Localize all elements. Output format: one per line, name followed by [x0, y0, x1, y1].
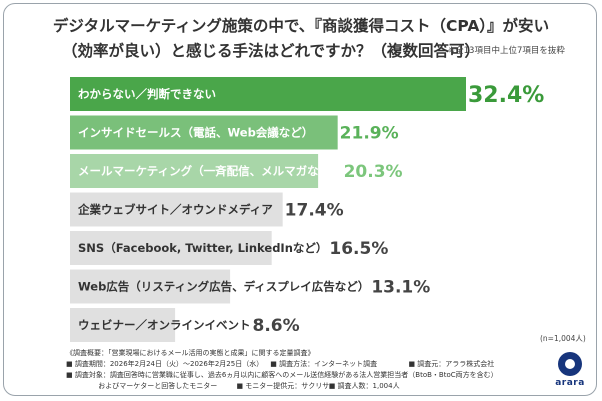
- bar-label-3: メールマーケティング（一斉配信、メルマガなど）: [78, 164, 342, 178]
- bar-value-2: 21.9%: [340, 124, 399, 144]
- footer-period: ■ 調査期間：2026年2月24日（火）〜2026年2月25日（水）: [66, 360, 264, 368]
- bar-value-4: 17.4%: [285, 201, 344, 221]
- bar-label-1: わからない／判断できない: [78, 87, 216, 101]
- arara-logo-icon: [558, 352, 582, 376]
- footer-method: ■ 調査方法：インターネット調査: [270, 360, 378, 368]
- arara-logo-text: arara: [555, 378, 585, 388]
- survey-footer: 《調査概要：「営業現場におけるメール活用の実態と成果」に関する定量調査》 ■ 調…: [66, 348, 498, 392]
- bar-value-1: 32.4%: [468, 83, 544, 108]
- footer-target-continued: およびマーケターと回答したモニター: [98, 382, 218, 390]
- bar-value-6: 13.1%: [371, 278, 430, 298]
- bar-3: [70, 154, 319, 188]
- bar-label-5: SNS（Facebook, Twitter, LinkedInなど）: [78, 241, 327, 255]
- bar-6: [70, 269, 231, 304]
- bar-label-7: ウェビナー／オンラインイベント: [78, 318, 251, 332]
- bar-label-6: Web広告（リスティング広告、ディスプレイ広告など）: [78, 280, 369, 294]
- bar-5: [70, 231, 272, 265]
- footer-provider: ■ モニター提供元：サクリサ: [236, 382, 330, 390]
- bar-value-5: 16.5%: [329, 239, 388, 259]
- bar-value-7: 8.6%: [253, 316, 300, 336]
- footer-overview: 《調査概要：「営業現場におけるメール活用の実態と成果」に関する定量調査》: [66, 349, 315, 357]
- bar-1: [70, 77, 466, 111]
- bar-label-2: インサイドセールス（電話、Web会議など）: [78, 126, 313, 140]
- bar-7: [70, 308, 176, 342]
- sample-size-note: (n=1,004人): [540, 334, 586, 343]
- arara-logo: arara: [552, 352, 586, 392]
- selection-note: ※全13項目中上位7項目を抜粋: [448, 46, 565, 56]
- bar-value-3: 20.3%: [344, 162, 403, 182]
- bar-2: [70, 115, 338, 150]
- footer-target: ■ 調査対象：調査回答時に営業職に従事し、過去6ヵ月以内に顧客へのメール送信経験…: [66, 371, 498, 379]
- bar-label-4: 企業ウェブサイト／オウンドメディア: [77, 203, 273, 217]
- footer-count: ■ 調査人数：1,004人: [328, 382, 400, 390]
- chart-title-line-1: デジタルマーケティング施策の中で、『商談獲得コスト（CPA）』が安い: [52, 17, 550, 35]
- bar-4: [70, 192, 283, 227]
- footer-agency: ■ 調査元：アララ株式会社: [408, 360, 495, 368]
- chart-title-line-2: （効率が良い）と感じる手法はどれですか？（複数回答可）: [61, 42, 481, 60]
